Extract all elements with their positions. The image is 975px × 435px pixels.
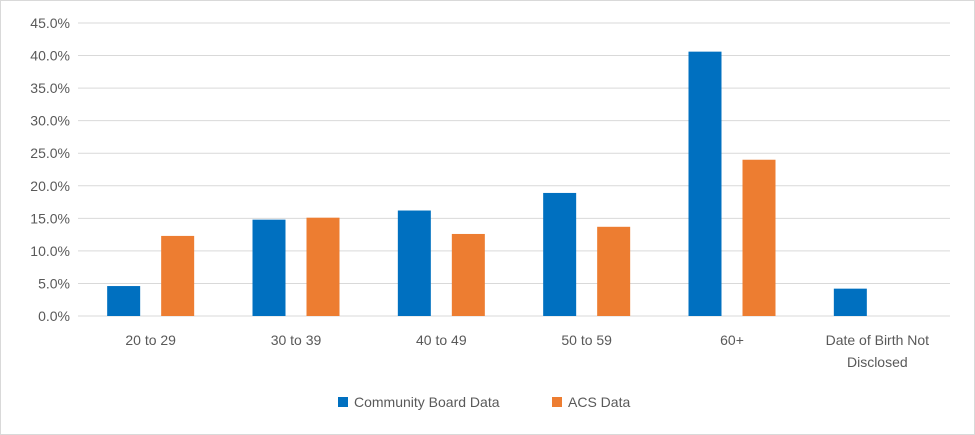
x-tick-label: 30 to 39: [271, 332, 322, 348]
x-tick-label: 50 to 59: [561, 332, 612, 348]
bar-community-board-data: [688, 51, 722, 316]
legend-label: ACS Data: [568, 394, 630, 410]
legend-swatch: [338, 397, 348, 407]
x-tick-label-line: 20 to 29: [125, 332, 176, 348]
x-tick-label-line: 50 to 59: [561, 332, 612, 348]
y-tick-label: 45.0%: [30, 15, 70, 31]
bar-acs-data: [306, 217, 340, 316]
y-tick-label: 10.0%: [30, 243, 70, 259]
y-tick-label: 30.0%: [30, 113, 70, 129]
bar-acs-data: [597, 226, 631, 316]
y-tick-label: 0.0%: [38, 308, 70, 324]
bar-acs-data: [742, 159, 776, 316]
bar-community-board-data: [543, 192, 577, 316]
legend: Community Board Data ACS Data: [338, 394, 630, 410]
y-axis: 0.0% 5.0% 10.0% 15.0% 20.0% 25.0% 30.0% 35.0% 40…: [30, 15, 70, 324]
legend-swatch: [552, 397, 562, 407]
x-tick-label: 40 to 49: [416, 332, 467, 348]
x-tick-label: 60+: [720, 332, 744, 348]
bar-acs-data: [451, 233, 485, 316]
bar-community-board-data: [252, 219, 286, 316]
y-tick-label: 20.0%: [30, 178, 70, 194]
y-tick-label: 15.0%: [30, 210, 70, 226]
x-tick-label-line: Disclosed: [847, 354, 908, 370]
bar-community-board-data: [397, 210, 431, 316]
bar-community-board-data: [107, 286, 141, 316]
y-tick-label: 25.0%: [30, 145, 70, 161]
bar-acs-data: [161, 235, 195, 316]
bar-community-board-data: [833, 288, 867, 316]
y-tick-label: 5.0%: [38, 275, 70, 291]
x-tick-label-line: 60+: [720, 332, 744, 348]
x-tick-label-line: Date of Birth Not: [826, 332, 930, 348]
x-tick-label: 20 to 29: [125, 332, 176, 348]
y-tick-label: 35.0%: [30, 80, 70, 96]
x-tick-label-line: 30 to 39: [271, 332, 322, 348]
x-axis: 20 to 29 30 to 39 40 to 49 50 to 59 60+ Date …: [125, 332, 929, 370]
bars: [107, 51, 867, 316]
y-tick-label: 40.0%: [30, 48, 70, 64]
x-tick-label-line: 40 to 49: [416, 332, 467, 348]
legend-label: Community Board Data: [354, 394, 500, 410]
gridlines: [78, 22, 950, 317]
x-tick-label: Date of Birth Not Disclosed: [826, 332, 930, 370]
